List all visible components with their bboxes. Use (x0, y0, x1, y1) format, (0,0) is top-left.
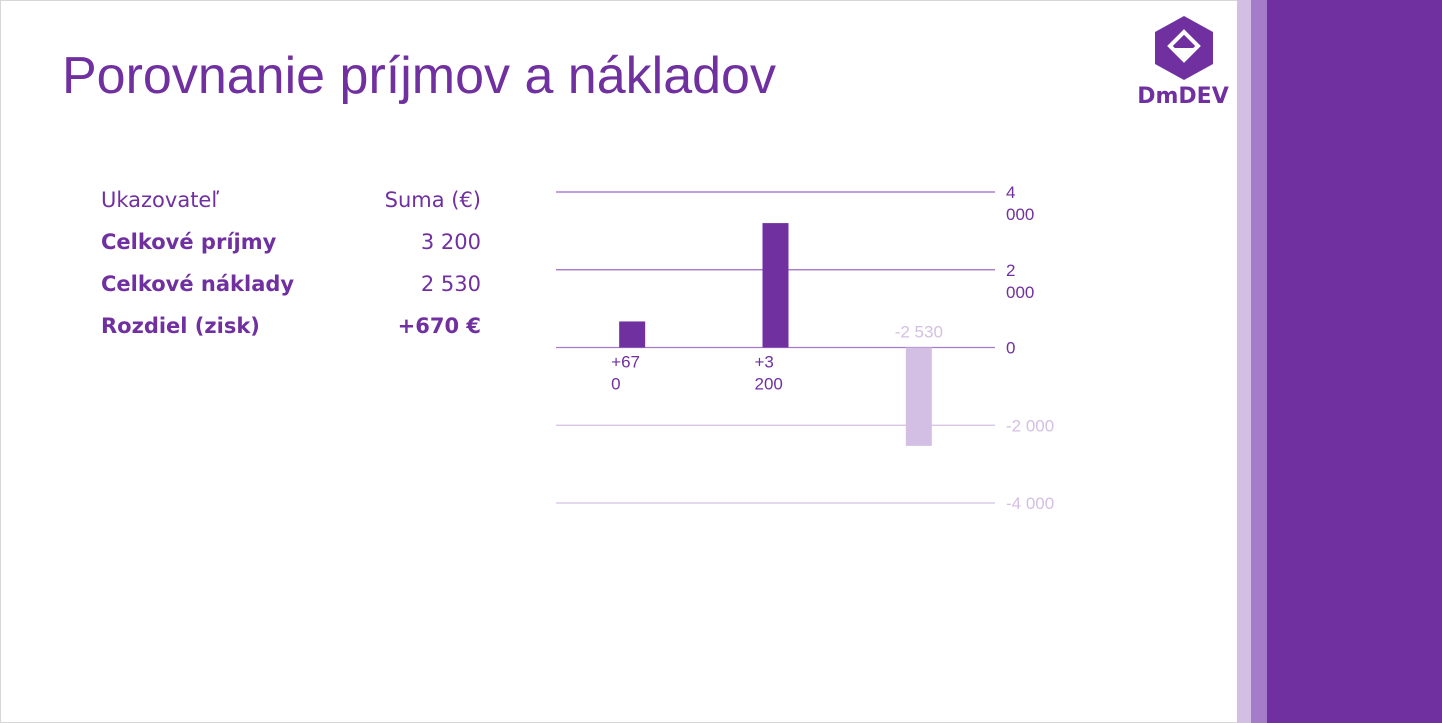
y-tick-label: 0 (1006, 339, 1015, 358)
bar (762, 223, 789, 348)
bar-chart: 4 000 2 000 0 -2 000 -4 000 +67 0 +3 200 -2 530 (556, 183, 1054, 513)
data-label: +67 0 (611, 353, 640, 394)
y-tick-label: -2 000 (1006, 416, 1054, 435)
row-label: Rozdiel (zisk) (101, 314, 260, 338)
decor-stripe-dark (1267, 0, 1442, 723)
y-tick-label: 4 000 (1006, 183, 1034, 224)
bar (619, 321, 646, 348)
data-label: -2 530 (895, 323, 943, 342)
y-tick-label: -4 000 (1006, 494, 1054, 513)
row-value: +670 € (397, 314, 481, 338)
logo: DmDEV (1128, 16, 1238, 116)
bar (905, 347, 932, 446)
row-label: Celkové príjmy (101, 230, 277, 254)
table-row-costs: Celkové náklady 2 530 (101, 268, 481, 310)
row-value: 3 200 (420, 230, 481, 254)
row-label: Celkové náklady (101, 272, 295, 296)
table-header-row: Ukazovateľ Suma (€) (101, 184, 481, 226)
y-tick-label: 2 000 (1006, 261, 1034, 302)
decor-stripe-mid (1251, 0, 1267, 723)
logo-hexagon-icon (1155, 16, 1213, 80)
column-header-indicator: Ukazovateľ (101, 188, 220, 212)
data-label: +3 200 (755, 353, 783, 394)
column-header-amount: Suma (€) (384, 188, 481, 212)
logo-text: DmDEV (1137, 84, 1229, 109)
decor-stripe-light (1237, 0, 1251, 723)
slide-title: Porovnanie príjmov a nákladov (62, 47, 776, 105)
row-value: 2 530 (420, 272, 481, 296)
summary-table: Ukazovateľ Suma (€) Celkové príjmy 3 200… (101, 184, 481, 352)
table-row-profit: Rozdiel (zisk) +670 € (101, 310, 481, 352)
table-row-income: Celkové príjmy 3 200 (101, 226, 481, 268)
